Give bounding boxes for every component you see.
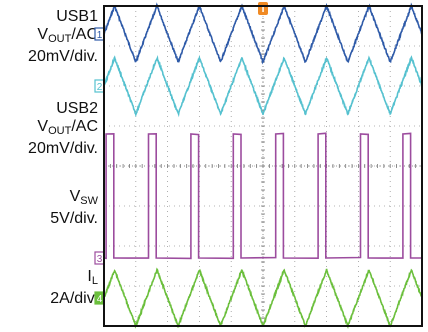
- channel-marker-3: 3: [94, 251, 105, 265]
- channel-marker-label: 4: [97, 294, 103, 305]
- usb2-label: USB2 VOUT/AC 20mV/div.: [28, 100, 98, 158]
- vsw-scale: 5V/div.: [50, 210, 98, 227]
- channel-markers: 1 2 3 4 T: [94, 2, 268, 305]
- channel-marker-label: 3: [97, 254, 103, 265]
- trace-ch3: [103, 132, 422, 260]
- usb1-vout: VOUT/AC: [37, 26, 98, 45]
- il-label: IL 2A/div.: [50, 268, 98, 308]
- il-scale: 2A/div.: [50, 290, 98, 307]
- vsw-label: VSW 5V/div.: [50, 188, 98, 228]
- usb1-label: USB1 VOUT/AC 20mV/div.: [28, 8, 98, 66]
- channel-marker-label: 1: [97, 30, 103, 41]
- usb1-title: USB1: [56, 8, 98, 25]
- usb2-title: USB2: [56, 100, 98, 117]
- trigger-marker-label: T: [260, 4, 266, 15]
- scope-grid: [103, 5, 423, 327]
- il-title: IL: [87, 268, 98, 287]
- channel-marker-label: 2: [97, 82, 103, 93]
- trigger-marker: T: [258, 2, 268, 15]
- channel-marker-4: 4: [94, 291, 105, 305]
- usb2-vout: VOUT/AC: [37, 118, 98, 137]
- vsw-title: VSW: [69, 188, 98, 207]
- channel-marker-2: 2: [94, 79, 105, 93]
- usb1-scale: 20mV/div.: [28, 48, 98, 65]
- channel-marker-1: 1: [94, 27, 105, 41]
- scope-frame: [103, 5, 423, 327]
- trace-ch2: [103, 54, 423, 118]
- usb2-scale: 20mV/div.: [28, 140, 98, 157]
